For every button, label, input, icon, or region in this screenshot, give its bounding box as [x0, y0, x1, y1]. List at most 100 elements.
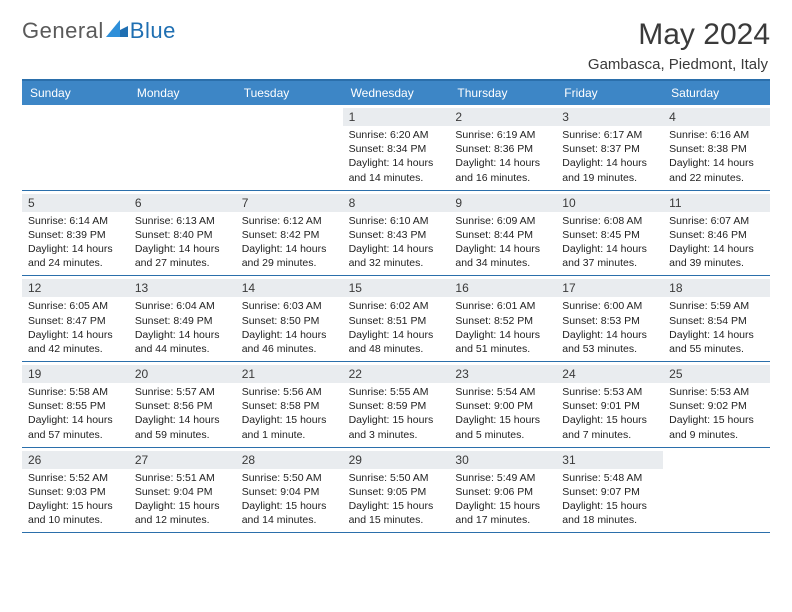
sunset-text: Sunset: 8:34 PM: [349, 142, 444, 156]
sunrise-text: Sunrise: 6:02 AM: [349, 299, 444, 313]
sunset-text: Sunset: 8:37 PM: [562, 142, 657, 156]
day-number: 11: [663, 194, 770, 212]
weekday-wednesday: Wednesday: [343, 81, 450, 105]
day-number: 27: [129, 451, 236, 469]
sunrise-text: Sunrise: 6:16 AM: [669, 128, 764, 142]
logo-text-general: General: [22, 18, 104, 44]
logo: General Blue: [22, 18, 176, 44]
daylight-text: Daylight: 15 hours and 9 minutes.: [669, 413, 764, 441]
daylight-text: Daylight: 14 hours and 16 minutes.: [455, 156, 550, 184]
page-title: May 2024: [638, 18, 770, 52]
day-cell: [236, 105, 343, 190]
sunset-text: Sunset: 8:45 PM: [562, 228, 657, 242]
sunrise-text: Sunrise: 6:14 AM: [28, 214, 123, 228]
week-row: 19Sunrise: 5:58 AMSunset: 8:55 PMDayligh…: [22, 362, 770, 448]
sunset-text: Sunset: 8:42 PM: [242, 228, 337, 242]
sunset-text: Sunset: 8:40 PM: [135, 228, 230, 242]
sunset-text: Sunset: 8:54 PM: [669, 314, 764, 328]
day-cell: 30Sunrise: 5:49 AMSunset: 9:06 PMDayligh…: [449, 448, 556, 533]
sunrise-text: Sunrise: 6:09 AM: [455, 214, 550, 228]
sunrise-text: Sunrise: 6:04 AM: [135, 299, 230, 313]
day-number: 3: [556, 108, 663, 126]
day-cell: 27Sunrise: 5:51 AMSunset: 9:04 PMDayligh…: [129, 448, 236, 533]
daylight-text: Daylight: 15 hours and 14 minutes.: [242, 499, 337, 527]
daylight-text: Daylight: 15 hours and 10 minutes.: [28, 499, 123, 527]
sunrise-text: Sunrise: 6:20 AM: [349, 128, 444, 142]
week-row: 5Sunrise: 6:14 AMSunset: 8:39 PMDaylight…: [22, 191, 770, 277]
sunset-text: Sunset: 9:07 PM: [562, 485, 657, 499]
logo-mark-icon: [106, 18, 128, 44]
sunset-text: Sunset: 9:04 PM: [242, 485, 337, 499]
day-number: 16: [449, 279, 556, 297]
day-number: 24: [556, 365, 663, 383]
sunrise-text: Sunrise: 6:03 AM: [242, 299, 337, 313]
day-cell: 17 Sunrise: 6:00 AMSunset: 8:53 PMDayligh…: [556, 276, 663, 361]
day-cell: 31Sunrise: 5:48 AMSunset: 9:07 PMDayligh…: [556, 448, 663, 533]
sunrise-text: Sunrise: 5:53 AM: [669, 385, 764, 399]
sunset-text: Sunset: 9:03 PM: [28, 485, 123, 499]
sunrise-text: Sunrise: 6:01 AM: [455, 299, 550, 313]
day-cell: 7Sunrise: 6:12 AMSunset: 8:42 PMDaylight…: [236, 191, 343, 276]
day-number: 12: [22, 279, 129, 297]
weekday-tuesday: Tuesday: [236, 81, 343, 105]
day-cell: [663, 448, 770, 533]
sunset-text: Sunset: 9:00 PM: [455, 399, 550, 413]
daylight-text: Daylight: 14 hours and 34 minutes.: [455, 242, 550, 270]
day-cell: 21Sunrise: 5:56 AMSunset: 8:58 PMDayligh…: [236, 362, 343, 447]
sunrise-text: Sunrise: 5:51 AM: [135, 471, 230, 485]
sunset-text: Sunset: 8:53 PM: [562, 314, 657, 328]
daylight-text: Daylight: 15 hours and 7 minutes.: [562, 413, 657, 441]
daylight-text: Daylight: 14 hours and 37 minutes.: [562, 242, 657, 270]
sunrise-text: Sunrise: 5:59 AM: [669, 299, 764, 313]
day-number: 7: [236, 194, 343, 212]
sunset-text: Sunset: 9:02 PM: [669, 399, 764, 413]
sunrise-text: Sunrise: 6:13 AM: [135, 214, 230, 228]
day-cell: 22Sunrise: 5:55 AMSunset: 8:59 PMDayligh…: [343, 362, 450, 447]
sunrise-text: Sunrise: 5:48 AM: [562, 471, 657, 485]
weekday-friday: Friday: [556, 81, 663, 105]
day-number: 5: [22, 194, 129, 212]
day-number: 1: [343, 108, 450, 126]
sunset-text: Sunset: 8:39 PM: [28, 228, 123, 242]
day-cell: 29Sunrise: 5:50 AMSunset: 9:05 PMDayligh…: [343, 448, 450, 533]
daylight-text: Daylight: 14 hours and 24 minutes.: [28, 242, 123, 270]
day-cell: 6Sunrise: 6:13 AMSunset: 8:40 PMDaylight…: [129, 191, 236, 276]
daylight-text: Daylight: 14 hours and 14 minutes.: [349, 156, 444, 184]
logo-text-blue: Blue: [130, 18, 176, 44]
week-row: 1Sunrise: 6:20 AMSunset: 8:34 PMDaylight…: [22, 105, 770, 191]
daylight-text: Daylight: 14 hours and 53 minutes.: [562, 328, 657, 356]
day-number: 15: [343, 279, 450, 297]
sunset-text: Sunset: 8:51 PM: [349, 314, 444, 328]
day-cell: 12Sunrise: 6:05 AMSunset: 8:47 PMDayligh…: [22, 276, 129, 361]
weekday-thursday: Thursday: [449, 81, 556, 105]
sunset-text: Sunset: 9:04 PM: [135, 485, 230, 499]
day-cell: 2Sunrise: 6:19 AMSunset: 8:36 PMDaylight…: [449, 105, 556, 190]
sunrise-text: Sunrise: 5:58 AM: [28, 385, 123, 399]
sunset-text: Sunset: 8:52 PM: [455, 314, 550, 328]
day-cell: 19Sunrise: 5:58 AMSunset: 8:55 PMDayligh…: [22, 362, 129, 447]
day-number: 13: [129, 279, 236, 297]
sunrise-text: Sunrise: 6:00 AM: [562, 299, 657, 313]
sunset-text: Sunset: 8:44 PM: [455, 228, 550, 242]
day-cell: 3Sunrise: 6:17 AMSunset: 8:37 PMDaylight…: [556, 105, 663, 190]
day-number: 18: [663, 279, 770, 297]
daylight-text: Daylight: 14 hours and 42 minutes.: [28, 328, 123, 356]
day-number: 17: [556, 279, 663, 297]
sunrise-text: Sunrise: 6:05 AM: [28, 299, 123, 313]
day-number: 31: [556, 451, 663, 469]
day-number: 26: [22, 451, 129, 469]
day-cell: 8Sunrise: 6:10 AMSunset: 8:43 PMDaylight…: [343, 191, 450, 276]
sunrise-text: Sunrise: 5:55 AM: [349, 385, 444, 399]
daylight-text: Daylight: 14 hours and 44 minutes.: [135, 328, 230, 356]
day-cell: 25Sunrise: 5:53 AMSunset: 9:02 PMDayligh…: [663, 362, 770, 447]
weekday-monday: Monday: [129, 81, 236, 105]
sunrise-text: Sunrise: 5:49 AM: [455, 471, 550, 485]
sunrise-text: Sunrise: 6:17 AM: [562, 128, 657, 142]
sunset-text: Sunset: 8:56 PM: [135, 399, 230, 413]
sunrise-text: Sunrise: 5:50 AM: [242, 471, 337, 485]
day-number: 30: [449, 451, 556, 469]
daylight-text: Daylight: 15 hours and 3 minutes.: [349, 413, 444, 441]
week-row: 26Sunrise: 5:52 AMSunset: 9:03 PMDayligh…: [22, 448, 770, 534]
day-number: 14: [236, 279, 343, 297]
day-number: 21: [236, 365, 343, 383]
